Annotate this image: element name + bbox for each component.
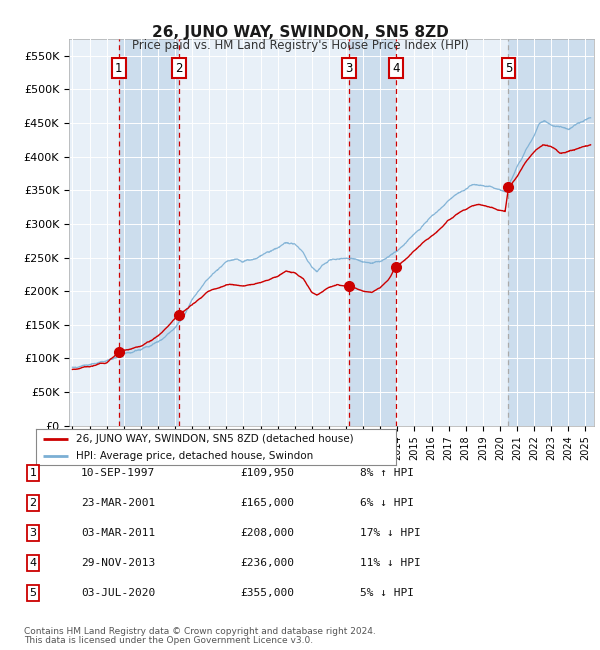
Text: 03-MAR-2011: 03-MAR-2011	[81, 528, 155, 538]
Text: 29-NOV-2013: 29-NOV-2013	[81, 558, 155, 568]
Text: Contains HM Land Registry data © Crown copyright and database right 2024.: Contains HM Land Registry data © Crown c…	[24, 627, 376, 636]
Text: 4: 4	[29, 558, 37, 568]
Text: 6% ↓ HPI: 6% ↓ HPI	[360, 498, 414, 508]
Text: 26, JUNO WAY, SWINDON, SN5 8ZD (detached house): 26, JUNO WAY, SWINDON, SN5 8ZD (detached…	[76, 434, 353, 444]
Text: 17% ↓ HPI: 17% ↓ HPI	[360, 528, 421, 538]
Text: 4: 4	[392, 62, 400, 75]
Text: This data is licensed under the Open Government Licence v3.0.: This data is licensed under the Open Gov…	[24, 636, 313, 645]
Text: 26, JUNO WAY, SWINDON, SN5 8ZD: 26, JUNO WAY, SWINDON, SN5 8ZD	[152, 25, 448, 40]
Text: 1: 1	[29, 468, 37, 478]
Text: 03-JUL-2020: 03-JUL-2020	[81, 588, 155, 598]
Text: 2: 2	[175, 62, 183, 75]
Text: 11% ↓ HPI: 11% ↓ HPI	[360, 558, 421, 568]
Text: £355,000: £355,000	[240, 588, 294, 598]
Text: £236,000: £236,000	[240, 558, 294, 568]
Text: 5: 5	[505, 62, 512, 75]
Text: HPI: Average price, detached house, Swindon: HPI: Average price, detached house, Swin…	[76, 451, 313, 461]
Text: £109,950: £109,950	[240, 468, 294, 478]
Bar	[508, 39, 594, 426]
Text: 10-SEP-1997: 10-SEP-1997	[81, 468, 155, 478]
Text: 23-MAR-2001: 23-MAR-2001	[81, 498, 155, 508]
Text: £208,000: £208,000	[240, 528, 294, 538]
Text: 3: 3	[345, 62, 353, 75]
Text: Price paid vs. HM Land Registry's House Price Index (HPI): Price paid vs. HM Land Registry's House …	[131, 39, 469, 52]
Bar	[119, 39, 179, 426]
Text: 2: 2	[29, 498, 37, 508]
Text: 3: 3	[29, 528, 37, 538]
Text: 1: 1	[115, 62, 122, 75]
Bar	[179, 39, 349, 426]
Text: 8% ↑ HPI: 8% ↑ HPI	[360, 468, 414, 478]
Bar	[396, 39, 508, 426]
Text: £165,000: £165,000	[240, 498, 294, 508]
Bar	[349, 39, 396, 426]
Text: 5% ↓ HPI: 5% ↓ HPI	[360, 588, 414, 598]
Text: 5: 5	[29, 588, 37, 598]
Bar	[69, 39, 119, 426]
